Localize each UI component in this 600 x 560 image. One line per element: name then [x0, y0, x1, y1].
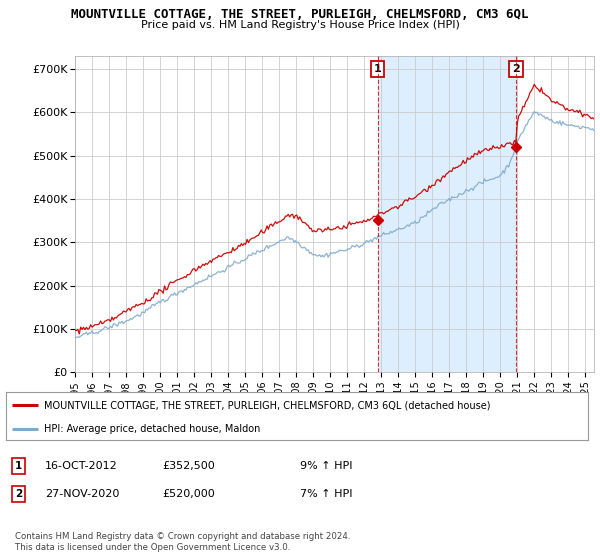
Text: 9% ↑ HPI: 9% ↑ HPI: [300, 461, 353, 471]
Text: 1: 1: [15, 461, 22, 471]
Bar: [378, 56, 516, 372]
Text: 16-OCT-2012: 16-OCT-2012: [45, 461, 118, 471]
Text: MOUNTVILLE COTTAGE, THE STREET, PURLEIGH, CHELMSFORD, CM3 6QL: MOUNTVILLE COTTAGE, THE STREET, PURLEIGH…: [71, 8, 529, 21]
Text: 2: 2: [15, 489, 22, 499]
Text: £352,500: £352,500: [162, 461, 215, 471]
Text: 27-NOV-2020: 27-NOV-2020: [45, 489, 119, 499]
Text: MOUNTVILLE COTTAGE, THE STREET, PURLEIGH, CHELMSFORD, CM3 6QL (detached house): MOUNTVILLE COTTAGE, THE STREET, PURLEIGH…: [44, 400, 490, 410]
Text: Price paid vs. HM Land Registry's House Price Index (HPI): Price paid vs. HM Land Registry's House …: [140, 20, 460, 30]
Text: Contains HM Land Registry data © Crown copyright and database right 2024.
This d: Contains HM Land Registry data © Crown c…: [15, 533, 350, 552]
Text: 7% ↑ HPI: 7% ↑ HPI: [300, 489, 353, 499]
Text: HPI: Average price, detached house, Maldon: HPI: Average price, detached house, Mald…: [44, 424, 260, 434]
Text: 1: 1: [374, 64, 382, 74]
Text: £520,000: £520,000: [162, 489, 215, 499]
Text: 2: 2: [512, 64, 520, 74]
